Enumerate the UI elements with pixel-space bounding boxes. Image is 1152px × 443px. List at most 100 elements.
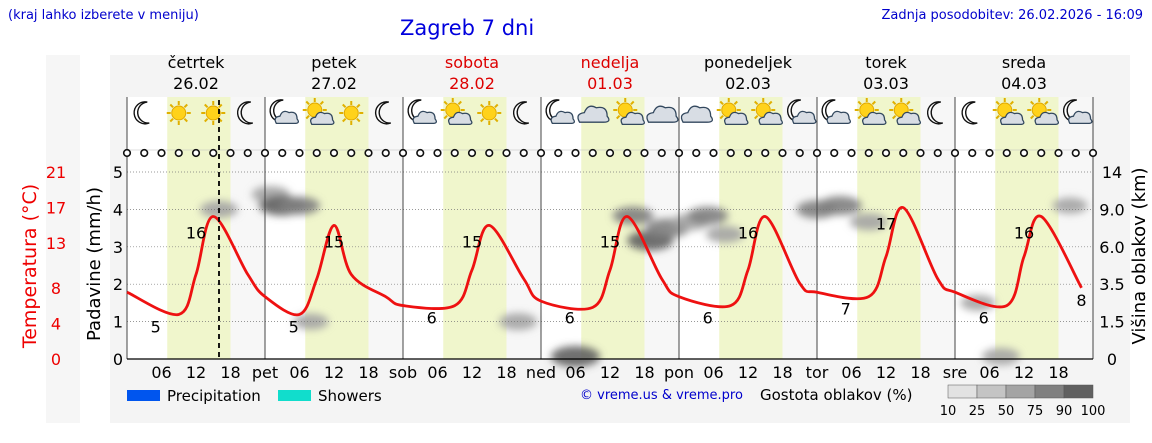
credit-link[interactable]: © vreme.us & vreme.pro <box>580 388 743 403</box>
wind-marker <box>950 148 960 158</box>
cloud-height-axis-title: Višina oblakov (km) <box>1129 167 1150 344</box>
weather-icon-sun-cloud <box>716 98 749 126</box>
x-day-label: pon <box>664 363 694 382</box>
wind-marker <box>657 148 666 158</box>
x-tick-label: 18 <box>496 363 516 382</box>
weather-icon-moon <box>961 101 978 125</box>
cloud-height-tick: 3.5 <box>1099 275 1124 294</box>
wind-marker <box>916 148 925 158</box>
wind-marker <box>347 148 356 158</box>
wind-marker <box>830 148 839 158</box>
wind-marker <box>295 148 304 158</box>
wind-marker <box>536 148 546 158</box>
weather-icon-moon <box>133 101 150 125</box>
temperature-label: 16 <box>186 224 206 243</box>
temperature-label: 6 <box>979 309 989 328</box>
precipitation-legend-label: Precipitation <box>167 387 261 405</box>
x-day-label: pet <box>252 363 278 382</box>
cloud-density-swatch <box>1063 384 1094 399</box>
weather-icon-moon-cloud <box>407 99 437 125</box>
wind-marker <box>933 148 942 158</box>
wind-marker <box>743 148 753 158</box>
wind-marker <box>1054 148 1063 158</box>
wind-marker <box>623 148 632 158</box>
weather-icon-cloud <box>680 105 714 123</box>
wind-marker <box>968 148 977 158</box>
evening-band-0 <box>230 97 265 359</box>
temp-axis-title: Temperatura (°C) <box>19 184 41 349</box>
wind-marker <box>416 148 425 158</box>
precip-axis-title: Padavine (mm/h) <box>84 187 105 341</box>
cloud-patch-15 <box>849 213 888 231</box>
temperature-line <box>126 206 1083 317</box>
x-tick-label: 12 <box>462 363 482 382</box>
wind-marker <box>899 148 908 158</box>
cloud-height-tick: 9.0 <box>1099 200 1124 219</box>
precip-tick: 4 <box>113 200 123 219</box>
cloud-height-tick: 14 <box>1102 163 1122 182</box>
wind-marker <box>191 148 201 158</box>
wind-marker <box>692 148 701 158</box>
weather-icon-sun-cloud <box>613 98 645 126</box>
temp-tick: 4 <box>51 314 61 333</box>
evening-band-4 <box>782 97 817 359</box>
wind-marker <box>605 148 615 158</box>
wind-marker <box>847 148 856 158</box>
wind-marker <box>157 148 166 158</box>
x-day-label: tor <box>806 363 829 382</box>
weather-icon-sun-cloud <box>992 98 1025 126</box>
weather-icon-sun <box>339 101 364 125</box>
temperature-label: 5 <box>151 317 161 336</box>
cloud-density-tick: 25 <box>969 404 986 419</box>
cloud-density-tick: 50 <box>998 404 1015 419</box>
wind-marker <box>588 148 597 158</box>
x-tick-label: 06 <box>289 363 309 382</box>
x-tick-label: 12 <box>738 363 758 382</box>
x-tick-label: 06 <box>703 363 723 382</box>
cloud-density-tick: 100 <box>1081 404 1106 419</box>
wind-marker <box>364 148 373 158</box>
cloud-density-tick: 10 <box>940 404 957 419</box>
wind-marker <box>1037 148 1046 158</box>
cloud-density-tick: 90 <box>1056 404 1073 419</box>
cloud-density-swatch <box>1005 384 1036 399</box>
temperature-label: 7 <box>841 300 851 319</box>
weather-icon-sun-cloud <box>1027 98 1059 126</box>
wind-marker <box>778 148 787 158</box>
cloud-patch-18 <box>1052 197 1088 214</box>
weather-icon-moon-cloud <box>1062 99 1093 125</box>
temp-tick: 8 <box>51 279 61 298</box>
wind-marker <box>519 148 528 158</box>
temperature-label: 17 <box>876 215 896 234</box>
temperature-label: 16 <box>738 224 758 243</box>
wind-marker <box>674 148 684 158</box>
day-name: četrtek <box>168 53 226 72</box>
x-tick-label: 12 <box>324 363 344 382</box>
cloud-density-swatch <box>1034 384 1065 399</box>
x-tick-label: 06 <box>427 363 447 382</box>
temp-tick: 21 <box>46 163 66 182</box>
weather-icon-moon-cloud <box>269 99 299 125</box>
evening-band-6 <box>1058 97 1093 359</box>
precip-tick: 3 <box>113 238 123 257</box>
temperature-label: 15 <box>462 232 482 251</box>
precipitation-swatch <box>127 390 160 401</box>
wind-marker <box>709 148 718 158</box>
wind-marker <box>433 148 442 158</box>
weather-icon-moon-cloud <box>821 99 851 125</box>
x-tick-label: 06 <box>979 363 999 382</box>
day-name: nedelja <box>581 53 640 72</box>
day-date: 27.02 <box>311 74 357 93</box>
wind-marker <box>329 148 339 158</box>
showers-swatch <box>278 390 311 401</box>
cloud-height-tick: 1.5 <box>1099 313 1124 332</box>
day-name: sreda <box>1002 53 1046 72</box>
weather-icon-moon <box>512 101 530 125</box>
wind-marker <box>812 148 822 158</box>
weather-icon-moon-cloud <box>786 99 817 125</box>
x-day-label: ned <box>526 363 556 382</box>
wind-marker <box>467 148 477 158</box>
x-tick-label: 06 <box>151 363 171 382</box>
wind-marker <box>450 148 459 158</box>
